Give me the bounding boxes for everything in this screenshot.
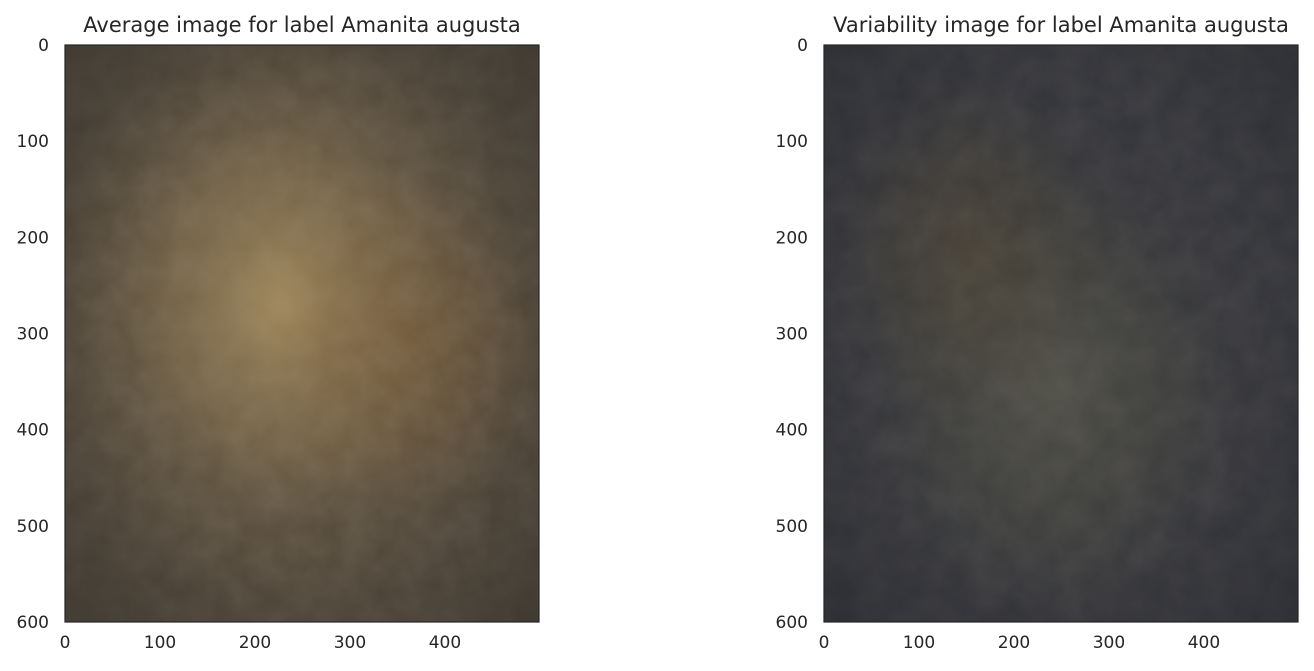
x-tick-labels: 0 100 200 300 400 [60,633,462,653]
y-tick-label: 500 [776,517,808,537]
y-tick-label: 100 [17,132,49,152]
y-tick-labels: 0 100 200 300 400 500 600 [776,36,808,633]
y-tick-labels: 0 100 200 300 400 500 600 [17,36,49,633]
y-tick-label: 600 [17,613,49,633]
y-tick-label: 100 [776,132,808,152]
y-tick-label: 300 [776,325,808,345]
y-tick-label: 0 [797,36,808,56]
x-tick-label: 200 [998,633,1030,653]
x-tick-label: 300 [1093,633,1125,653]
x-tick-label: 400 [429,633,461,653]
y-tick-label: 500 [17,517,49,537]
x-tick-label: 100 [144,633,176,653]
x-tick-label: 300 [334,633,366,653]
panel-title: Variability image for label Amanita augu… [833,13,1289,37]
x-tick-label: 100 [903,633,935,653]
average-image [65,45,539,622]
y-tick-label: 0 [38,36,49,56]
x-tick-label: 200 [239,633,271,653]
y-tick-label: 400 [776,421,808,441]
y-tick-label: 200 [17,228,49,248]
average-image-panel: Average image for label Amanita augusta … [17,13,540,653]
variability-image-panel: Variability image for label Amanita augu… [776,13,1299,653]
x-tick-labels: 0 100 200 300 400 [819,633,1221,653]
panel-title: Average image for label Amanita augusta [83,13,520,37]
y-tick-label: 200 [776,228,808,248]
x-tick-label: 0 [60,633,71,653]
plot-frame [823,44,1299,623]
y-tick-label: 600 [776,613,808,633]
y-tick-label: 400 [17,421,49,441]
y-tick-label: 300 [17,325,49,345]
variability-image [824,45,1298,622]
x-tick-label: 0 [819,633,830,653]
plot-frame [64,44,540,623]
x-tick-label: 400 [1188,633,1220,653]
